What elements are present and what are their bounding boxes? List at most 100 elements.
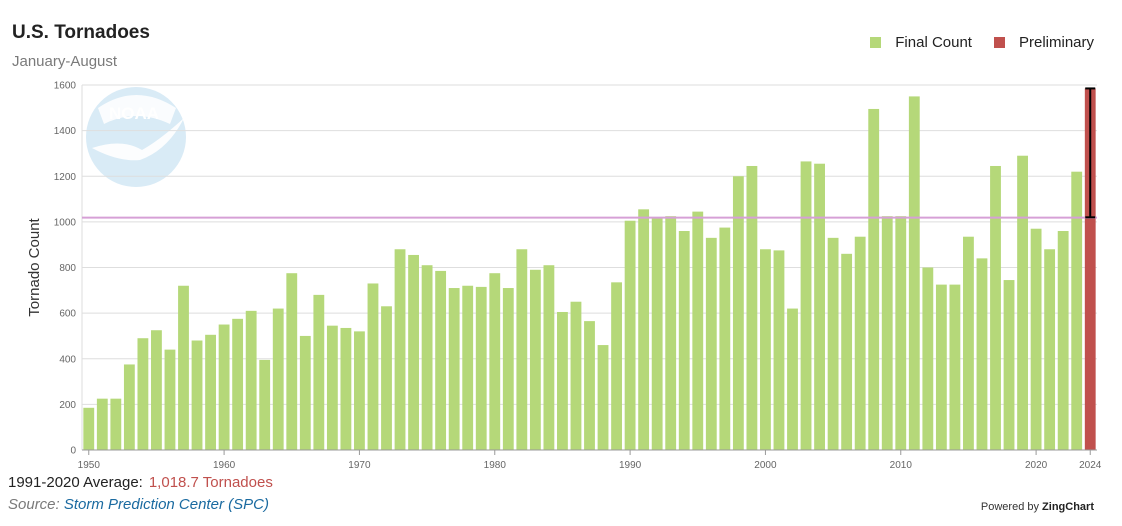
bar-final-1965[interactable]: 1965: 775 <box>286 273 298 450</box>
powered-by[interactable]: Powered by ZingChart <box>981 501 1094 513</box>
bar-final-1962[interactable]: 1962: 610 <box>245 310 257 450</box>
bar-final-2021[interactable]: 2021: 880 <box>1044 249 1056 450</box>
bar-final-1997[interactable]: 1997: 975 <box>719 227 731 450</box>
overlays <box>82 87 1097 219</box>
legend-swatch-preliminary <box>993 37 1005 48</box>
bar-final-1951[interactable]: 1951: 225 <box>96 398 108 450</box>
bar-final-2023[interactable]: 2023: 1220 <box>1071 171 1083 450</box>
bar-final-2020[interactable]: 2020: 970 <box>1030 228 1042 450</box>
bar-final-1957[interactable]: 1957: 720 <box>178 285 189 450</box>
bar-final-1994[interactable]: 1994: 960 <box>678 231 690 450</box>
axes: 0 200 400 600 800 1000 1200 1400 1600 1950 1960 197… <box>26 81 1102 472</box>
x-tick-label: 1950 <box>78 460 101 471</box>
chart-title: U.S. Tornadoes <box>12 22 150 43</box>
x-tick-label: 1980 <box>484 460 507 471</box>
bar-final-1987[interactable]: 1987: 565 <box>584 321 595 450</box>
bar-final-1982[interactable]: 1982: 880 <box>516 249 528 450</box>
bar-final-1976[interactable]: 1976: 785 <box>435 270 447 450</box>
bar-final-1974[interactable]: 1974: 855 <box>408 254 419 450</box>
bar-final-2000[interactable]: 2000: 880 <box>760 249 771 450</box>
bar-final-2022[interactable]: 2022: 960 <box>1057 231 1069 450</box>
bar-final-1970[interactable]: 1970: 520 <box>354 331 365 450</box>
bar-final-1972[interactable]: 1972: 630 <box>381 306 392 450</box>
bar-final-1983[interactable]: 1983: 790 <box>529 269 541 450</box>
legend-item-preliminary[interactable]: Preliminary <box>993 34 1094 51</box>
y-tick-label: 0 <box>70 446 76 457</box>
legend-label-final-count: Final Count <box>895 34 972 51</box>
bar-final-1980[interactable]: 1980: 775 <box>489 273 501 450</box>
source-abbr: (SPC) <box>228 496 269 513</box>
bar-final-1953[interactable]: 1953: 375 <box>123 364 135 450</box>
bar-final-1984[interactable]: 1984: 810 <box>543 265 555 450</box>
bar-final-1993[interactable]: 1993: 1025 <box>665 216 677 450</box>
bar-final-2009[interactable]: 2009: 1025 <box>881 216 893 450</box>
bar-final-1999[interactable]: 1999: 1245 <box>746 165 758 450</box>
legend-item-final-count[interactable]: Final Count <box>870 34 972 51</box>
bar-final-2011[interactable]: 2011: 1550 <box>908 96 920 450</box>
bar-final-1967[interactable]: 1967: 680 <box>313 294 325 450</box>
y-tick-label: 200 <box>59 400 76 411</box>
y-tick-label: 600 <box>59 309 76 320</box>
bar-final-1956[interactable]: 1956: 440 <box>164 349 176 450</box>
bar-final-2017[interactable]: 2017: 1245 <box>990 165 1001 450</box>
bar-final-2013[interactable]: 2013: 725 <box>935 284 947 450</box>
bar-final-1996[interactable]: 1996: 930 <box>705 237 717 450</box>
bar-final-2019[interactable]: 2019: 1290 <box>1017 155 1028 450</box>
bar-preliminary-2024[interactable]: 2024: 1585 <box>1084 88 1096 450</box>
x-tick-label: 1970 <box>348 460 371 471</box>
bar-final-1995[interactable]: 1995: 1045 <box>692 211 704 450</box>
bar-final-1964[interactable]: 1964: 620 <box>272 308 284 450</box>
bar-final-1989[interactable]: 1989: 735 <box>611 282 622 450</box>
bar-final-1969[interactable]: 1969: 535 <box>340 327 352 450</box>
average-value: 1,018.7 Tornadoes <box>148 474 273 491</box>
source-link[interactable]: Storm Prediction Center <box>63 496 224 513</box>
bar-final-1975[interactable]: 1975: 810 <box>421 265 433 450</box>
bar-final-1954[interactable]: 1954: 490 <box>137 338 149 450</box>
bar-final-1992[interactable]: 1992: 1015 <box>651 218 663 450</box>
bar-final-1979[interactable]: 1979: 715 <box>475 286 487 450</box>
x-tick-label: 2024 <box>1079 460 1102 471</box>
bar-final-2014[interactable]: 2014: 725 <box>949 284 961 450</box>
bar-final-2007[interactable]: 2007: 935 <box>854 236 866 450</box>
bar-final-2018[interactable]: 2018: 745 <box>1003 280 1015 450</box>
bar-final-1986[interactable]: 1986: 650 <box>570 301 582 450</box>
bar-final-2006[interactable]: 2006: 860 <box>841 253 853 450</box>
source-label: Source: <box>8 496 60 513</box>
bar-final-1968[interactable]: 1968: 545 <box>326 325 338 450</box>
source-footnote: Source: Storm Prediction Center (SPC) <box>8 496 269 513</box>
bar-final-2015[interactable]: 2015: 935 <box>963 236 974 450</box>
bar-final-1959[interactable]: 1959: 505 <box>205 334 216 450</box>
bar-final-1985[interactable]: 1985: 605 <box>557 311 568 450</box>
bar-final-1955[interactable]: 1955: 525 <box>151 330 162 450</box>
average-footnote: 1991-2020 Average: 1,018.7 Tornadoes <box>8 474 273 491</box>
bar-final-1990[interactable]: 1990: 1005 <box>624 220 636 450</box>
bar-final-1978[interactable]: 1978: 720 <box>462 285 474 450</box>
bars: 1950: 1851951: 2251952: 2251953: 3751954… <box>83 88 1096 451</box>
bar-final-1961[interactable]: 1961: 575 <box>232 318 244 450</box>
bar-final-1963[interactable]: 1963: 395 <box>259 359 271 450</box>
bar-final-2008[interactable]: 2008: 1495 <box>868 108 880 450</box>
bar-final-1966[interactable]: 1966: 500 <box>299 335 311 450</box>
bar-final-2012[interactable]: 2012: 800 <box>922 267 934 451</box>
bar-final-2016[interactable]: 2016: 840 <box>976 258 988 450</box>
y-tick-label: 1200 <box>54 172 77 183</box>
bar-final-2003[interactable]: 2003: 1265 <box>800 161 812 450</box>
noaa-logo-icon: NOAA <box>86 87 186 187</box>
bar-final-1998[interactable]: 1998: 1200 <box>732 176 744 450</box>
bar-final-1973[interactable]: 1973: 880 <box>394 249 406 450</box>
bar-final-1952[interactable]: 1952: 225 <box>110 398 122 450</box>
bar-final-1981[interactable]: 1981: 710 <box>502 288 514 450</box>
bar-final-2002[interactable]: 2002: 620 <box>787 308 798 450</box>
bar-final-2005[interactable]: 2005: 930 <box>827 237 839 450</box>
bar-final-1950[interactable]: 1950: 185 <box>83 407 95 450</box>
bar-final-1958[interactable]: 1958: 480 <box>191 340 203 451</box>
bar-final-1988[interactable]: 1988: 460 <box>597 345 609 450</box>
bar-final-2010[interactable]: 2010: 1025 <box>895 216 907 450</box>
bar-final-1960[interactable]: 1960: 550 <box>218 324 230 450</box>
bar-final-1977[interactable]: 1977: 710 <box>448 288 460 450</box>
bar-final-1991[interactable]: 1991: 1055 <box>638 209 650 450</box>
bar-final-1971[interactable]: 1971: 730 <box>367 283 379 450</box>
